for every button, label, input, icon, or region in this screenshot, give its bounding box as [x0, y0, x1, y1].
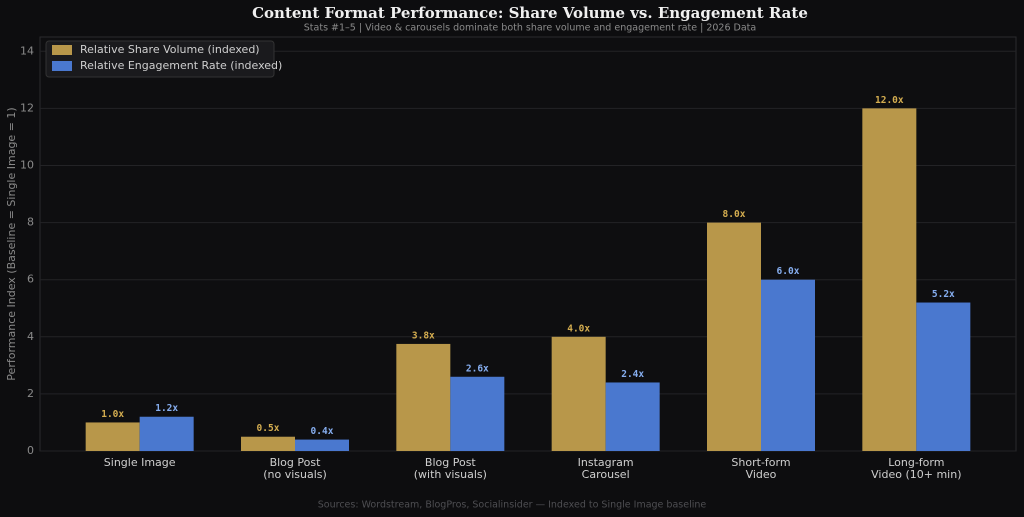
x-tick-label: Blog Post (no visuals): [263, 456, 327, 481]
legend-label: Relative Share Volume (indexed): [80, 43, 260, 56]
y-tick-label: 0: [27, 444, 34, 457]
y-tick-label: 14: [20, 44, 34, 57]
value-label: 0.4x: [311, 426, 334, 437]
value-label: 8.0x: [723, 209, 746, 220]
y-tick-label: 12: [20, 101, 34, 114]
y-axis-label: Performance Index (Baseline = Single Ima…: [5, 107, 18, 380]
plot-area: [39, 36, 1017, 452]
legend-box: [45, 40, 275, 78]
bar: [85, 422, 140, 451]
x-tick-label: Instagram Carousel: [578, 456, 634, 481]
value-label: 5.2x: [932, 289, 955, 300]
chart-title: Content Format Performance: Share Volume…: [252, 4, 808, 22]
y-tick-label: 2: [27, 387, 34, 400]
value-label: 2.4x: [621, 369, 644, 380]
bar: [139, 416, 194, 451]
x-tick-label: Single Image: [104, 456, 176, 469]
bar: [761, 279, 815, 451]
bar: [450, 376, 505, 451]
bar: [862, 108, 917, 452]
chart-subtitle: Stats #1–5 | Video & carousels dominate …: [304, 23, 756, 34]
bar: [295, 439, 349, 451]
y-tick-label: 8: [27, 216, 34, 229]
y-tick-label: 6: [27, 273, 34, 286]
bar: [916, 302, 971, 451]
value-label: 1.0x: [101, 409, 124, 420]
legend-swatch: [52, 61, 72, 71]
value-label: 2.6x: [466, 363, 489, 374]
value-label: 0.5x: [257, 423, 280, 434]
value-label: 12.0x: [875, 95, 904, 106]
x-tick-label: Blog Post (with visuals): [414, 456, 487, 481]
y-tick-label: 10: [20, 158, 34, 171]
value-label: 4.0x: [567, 323, 590, 334]
bar: [605, 382, 660, 451]
legend-swatch: [52, 45, 72, 55]
bar: [551, 336, 606, 451]
value-label: 3.8x: [412, 330, 435, 341]
legend-label: Relative Engagement Rate (indexed): [80, 59, 282, 72]
y-tick-label: 4: [27, 330, 34, 343]
x-tick-label: Short-form Video: [731, 456, 790, 481]
value-label: 6.0x: [777, 266, 800, 277]
value-label: 1.2x: [155, 403, 178, 414]
x-tick-label: Long-form Video (10+ min): [871, 456, 961, 481]
bar: [707, 222, 761, 451]
bar: [241, 436, 295, 451]
source-note: Sources: Wordstream, BlogPros, Socialins…: [318, 500, 707, 511]
bar: [396, 343, 451, 451]
